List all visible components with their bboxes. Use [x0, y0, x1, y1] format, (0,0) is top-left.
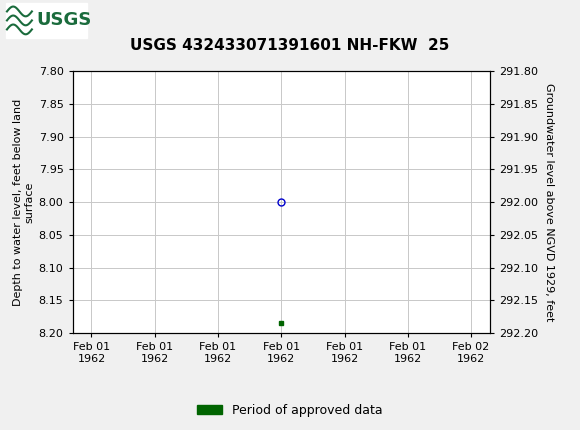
Legend: Period of approved data: Period of approved data	[192, 399, 388, 421]
Text: USGS 432433071391601 NH-FKW  25: USGS 432433071391601 NH-FKW 25	[130, 38, 450, 52]
Y-axis label: Depth to water level, feet below land
surface: Depth to water level, feet below land su…	[13, 98, 34, 306]
Y-axis label: Groundwater level above NGVD 1929, feet: Groundwater level above NGVD 1929, feet	[544, 83, 554, 321]
FancyBboxPatch shape	[6, 3, 87, 37]
Text: USGS: USGS	[36, 12, 91, 29]
